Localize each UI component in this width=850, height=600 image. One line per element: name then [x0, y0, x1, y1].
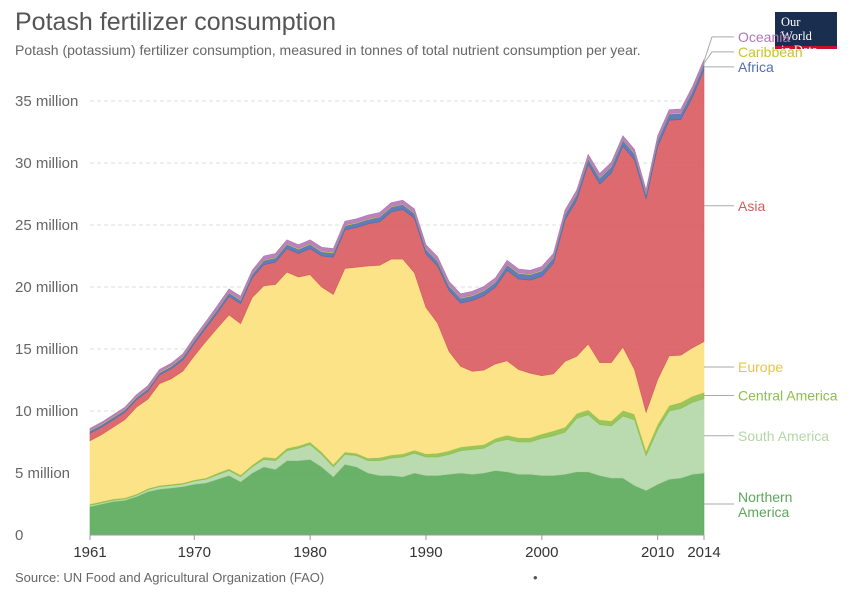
y-tick-label: 5 million — [15, 465, 70, 482]
source-note[interactable]: Source: UN Food and Agricultural Organiz… — [15, 570, 325, 585]
x-tick-label: 1961 — [73, 544, 106, 560]
series-labels: Northern America South America Central Amer… — [703, 29, 838, 520]
label-connector — [703, 51, 734, 64]
y-tick-label: 25 million — [15, 217, 78, 234]
y-tick-label: 10 million — [15, 403, 78, 420]
series-label-line: Northern — [738, 489, 792, 505]
x-tick-label: 2014 — [687, 544, 720, 560]
y-tick-label: 30 million — [15, 155, 78, 172]
pagination-dot: • — [533, 570, 538, 585]
owid-logo[interactable]: Our World in Data — [775, 12, 837, 57]
y-tick-label: 0 — [15, 527, 23, 544]
series-label-line: Oceania — [738, 29, 790, 45]
logo-line-2: in Data — [781, 43, 818, 57]
y-axis: 0 5 million 10 million 15 million 20 million… — [15, 93, 78, 544]
series-label-line: Asia — [738, 198, 765, 214]
x-tick-label: 2000 — [525, 544, 558, 560]
series-label: Africa — [738, 59, 774, 75]
series-label: Oceania — [738, 29, 790, 45]
y-tick-label: 20 million — [15, 279, 78, 296]
x-axis: 1961 1970 1980 1990 2000 2010 2014 — [73, 534, 721, 560]
series-label-line: Europe — [738, 359, 783, 375]
chart-subtitle: Potash (potassium) fertilizer consumptio… — [15, 42, 641, 58]
label-connector — [703, 36, 734, 62]
series-label: South America — [738, 428, 829, 444]
x-tick-label: 1990 — [409, 544, 442, 560]
x-tick-label: 2010 — [641, 544, 674, 560]
area-chart: 0 5 million 10 million 15 million 20 million… — [15, 29, 838, 560]
stacked-areas — [89, 59, 705, 536]
series-label: Caribbean — [738, 44, 803, 60]
series-label-line: Caribbean — [738, 44, 803, 60]
y-tick-label: 35 million — [15, 93, 78, 110]
series-label: Asia — [738, 198, 765, 214]
x-tick-label: 1970 — [178, 544, 211, 560]
series-label-line: America — [738, 504, 790, 520]
series-label: Northern America — [738, 489, 792, 520]
y-tick-label: 15 million — [15, 341, 78, 358]
chart-title: Potash fertilizer consumption — [15, 8, 336, 36]
x-tick-label: 1980 — [293, 544, 326, 560]
series-label-line: Africa — [738, 59, 774, 75]
series-label-line: Central America — [738, 388, 838, 404]
logo-line-1: Our World — [781, 15, 812, 43]
series-label: Europe — [738, 359, 783, 375]
series-label-line: South America — [738, 428, 829, 444]
series-label: Central America — [738, 388, 838, 404]
